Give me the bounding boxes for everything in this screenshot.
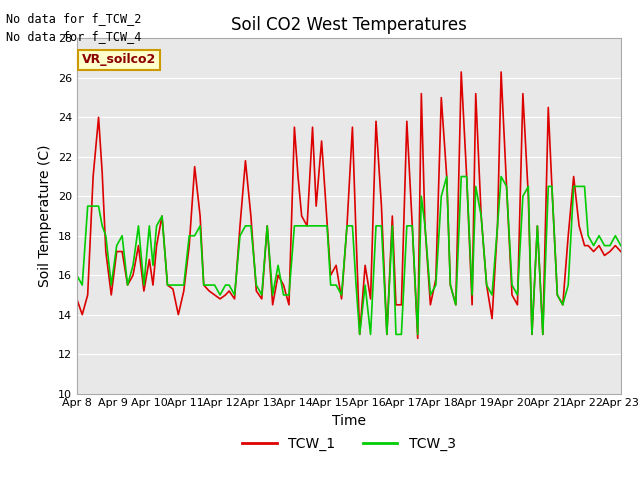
TCW_3: [158, 213, 166, 219]
TCW_1: [617, 249, 625, 254]
TCW_1: [73, 296, 81, 302]
TCW_3: [73, 272, 81, 278]
Y-axis label: Soil Temperature (C): Soil Temperature (C): [38, 145, 52, 287]
Title: Soil CO2 West Temperatures: Soil CO2 West Temperatures: [231, 16, 467, 34]
TCW_3: [617, 243, 625, 249]
TCW_1: [158, 213, 166, 219]
TCW_1: [327, 272, 335, 278]
Line: TCW_3: TCW_3: [77, 177, 621, 335]
Text: No data for f_TCW_4: No data for f_TCW_4: [6, 30, 142, 43]
X-axis label: Time: Time: [332, 414, 366, 428]
TCW_1: [129, 272, 137, 278]
TCW_3: [559, 302, 566, 308]
Legend: TCW_1, TCW_3: TCW_1, TCW_3: [235, 430, 463, 458]
TCW_1: [414, 336, 422, 341]
Line: TCW_1: TCW_1: [77, 72, 621, 338]
TCW_3: [513, 292, 521, 298]
TCW_3: [327, 282, 335, 288]
TCW_1: [513, 302, 521, 308]
TCW_3: [356, 332, 364, 337]
TCW_3: [129, 263, 137, 268]
Text: VR_soilco2: VR_soilco2: [82, 53, 157, 66]
TCW_3: [443, 174, 451, 180]
Text: No data for f_TCW_2: No data for f_TCW_2: [6, 12, 142, 25]
TCW_1: [548, 183, 556, 189]
TCW_1: [559, 302, 566, 308]
TCW_3: [548, 183, 556, 189]
TCW_1: [458, 69, 465, 75]
